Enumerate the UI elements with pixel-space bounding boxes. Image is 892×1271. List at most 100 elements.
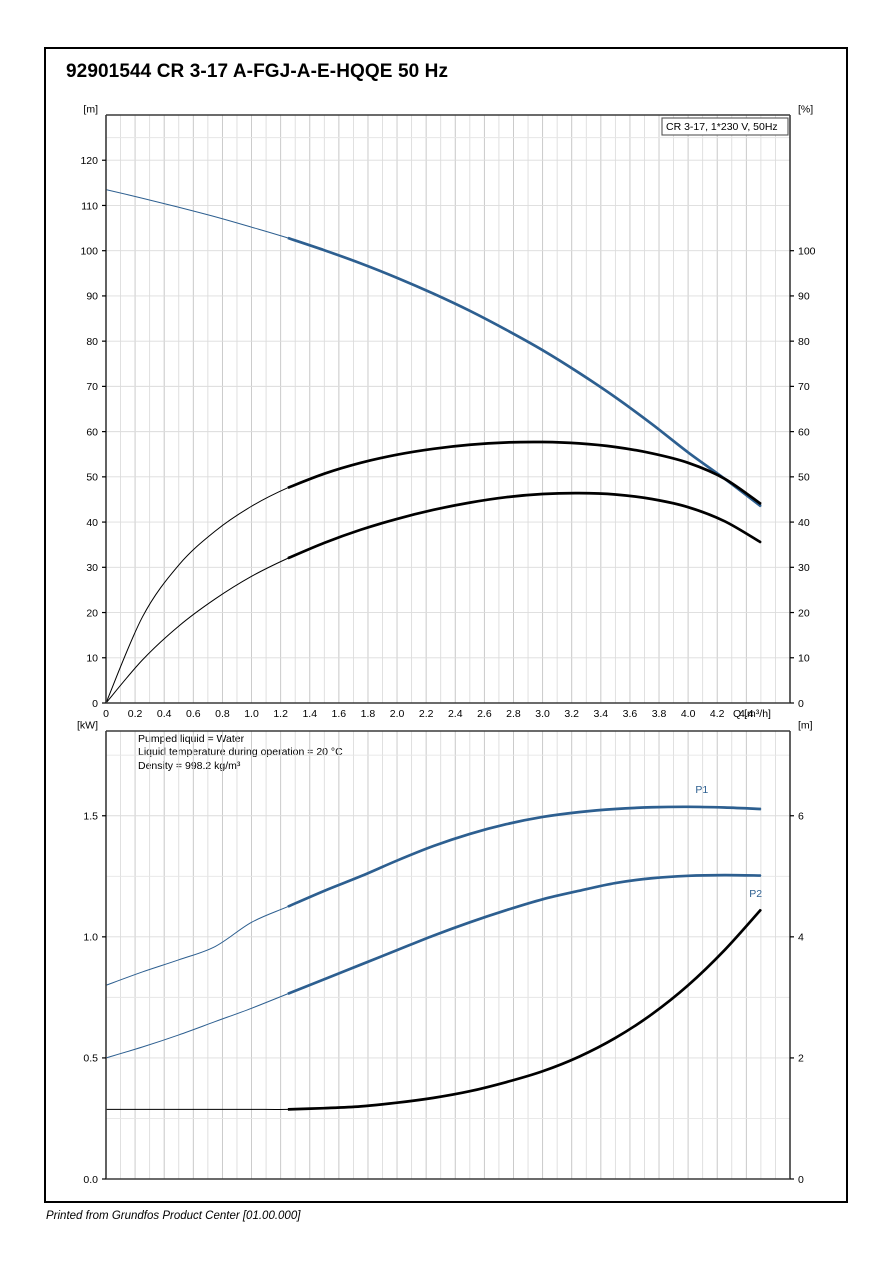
y2-tick-label: 50 [798, 472, 810, 484]
y-tick-label: 40 [86, 517, 98, 529]
y2-axis-title: NPSH [798, 717, 827, 720]
y-tick-label: 1.5 [83, 811, 98, 823]
curve-P1-thin [105, 806, 762, 986]
y2-tick-label: 30 [798, 562, 810, 574]
curve-annotations: P1 P2 [695, 784, 762, 900]
x-tick-label: 2.4 [448, 708, 463, 720]
curve-P1-duty [287, 805, 761, 908]
y2-tick-label: 90 [798, 291, 810, 303]
x-tick-label: 0.4 [157, 708, 172, 720]
y-tick-label: 110 [81, 200, 98, 212]
head-efficiency-chart: 0 10 20 30 40 50 60 70 80 90 100 110 120 0 10 20 30 40 50 6… [46, 101, 850, 731]
x-tick-label: 3.4 [594, 708, 609, 720]
y2-tick-label: 2 [798, 1053, 804, 1065]
tick-labels: 0 10 20 30 40 50 60 70 80 90 100 110 120 0 10 20 30 40 50 6… [80, 155, 815, 720]
curve-P2-duty [287, 873, 761, 996]
y2-axis-unit: [m] [798, 720, 813, 732]
x-tick-label: 2.6 [477, 708, 492, 720]
y2-tick-label: 70 [798, 381, 810, 393]
y2-axis-unit: [%] [798, 104, 813, 116]
axis-titles: P[kW] NPSH[m] [77, 717, 827, 732]
y2-tick-label: 4 [798, 932, 804, 944]
y-tick-label: 100 [80, 245, 98, 257]
gridlines [105, 115, 791, 704]
y-axis-unit: [kW] [77, 720, 98, 732]
y-tick-label: 60 [86, 426, 98, 438]
curve-eta-pump-motor-thin [105, 492, 762, 704]
x-tick-label: 1.2 [273, 708, 288, 720]
y2-tick-label: 100 [798, 245, 816, 257]
y2-tick-label: 10 [798, 653, 810, 665]
datasheet-frame: 92901544 CR 3-17 A-FGJ-A-E-HQQE 50 Hz 0 1… [44, 47, 848, 1203]
x-tick-label: 2.8 [506, 708, 521, 720]
axes [105, 114, 791, 704]
y2-axis-title: eta [798, 101, 813, 104]
y-tick-label: 20 [86, 607, 98, 619]
x-tick-label: 0.8 [215, 708, 230, 720]
x-tick-label: 4.0 [681, 708, 696, 720]
curve-eta-pump-thin [105, 441, 762, 704]
y-tick-label: 120 [80, 155, 98, 167]
liquid-line-3: Density = 998.2 kg/m³ [138, 759, 241, 772]
y2-tick-label: 80 [798, 336, 810, 348]
curve-label-P2: P2 [749, 888, 762, 900]
x-tick-label: 4.4 [739, 708, 754, 720]
y-tick-label: 0.0 [83, 1174, 98, 1186]
legend-label: CR 3-17, 1*230 V, 50Hz [666, 121, 778, 133]
y-tick-label: 70 [86, 381, 98, 393]
y-tick-label: 80 [86, 336, 98, 348]
y-tick-label: 0.5 [83, 1053, 98, 1065]
x-tick-label: 0.2 [128, 708, 143, 720]
x-tick-label: 2.0 [390, 708, 405, 720]
x-tick-label: 0 [103, 708, 109, 720]
y2-tick-label: 0 [798, 698, 804, 710]
y-axis-title: P [91, 717, 98, 720]
curve-label-P1: P1 [695, 784, 708, 796]
axis-titles: H[m] eta[%] Q [m³/h] [83, 101, 813, 720]
curve-NPSH-thin [105, 909, 762, 1110]
x-tick-label: 4.2 [710, 708, 725, 720]
y-tick-label: 30 [86, 562, 98, 574]
x-tick-label: 1.6 [332, 708, 347, 720]
power-npsh-svg: 0.0 0.5 1.0 1.5 0 2 4 6 P[kW] NPSH[m] P1 P2 [77, 717, 827, 1186]
tick-labels: 0.0 0.5 1.0 1.5 0 2 4 6 [83, 811, 804, 1186]
curves [105, 189, 762, 704]
x-tick-label: 3.8 [652, 708, 667, 720]
x-tick-label: 2.2 [419, 708, 434, 720]
legend-box: CR 3-17, 1*230 V, 50Hz [661, 117, 789, 136]
y-tick-label: 90 [86, 291, 98, 303]
y2-tick-label: 20 [798, 607, 810, 619]
x-tick-label: 3.2 [564, 708, 579, 720]
x-tick-label: 0.6 [186, 708, 201, 720]
y2-tick-label: 0 [798, 1174, 804, 1186]
gridlines [105, 731, 791, 1180]
head-efficiency-svg: 0 10 20 30 40 50 60 70 80 90 100 110 120 0 10 20 30 40 50 6… [80, 101, 815, 720]
x-tick-label: 3.6 [623, 708, 638, 720]
curve-P2-thin [105, 874, 762, 1059]
curves [105, 805, 762, 1111]
x-axis-title: Q [m³/h] [733, 708, 771, 720]
y-tick-label: 10 [86, 653, 98, 665]
x-tick-label: 1.8 [361, 708, 376, 720]
y2-tick-label: 60 [798, 426, 810, 438]
axes [105, 730, 791, 1180]
x-tick-label: 1.4 [302, 708, 317, 720]
y-axis-unit: [m] [83, 104, 98, 116]
curve-eta-pump-duty [287, 440, 762, 506]
x-tick-label: 3.0 [535, 708, 550, 720]
y-tick-label: 0 [92, 698, 98, 710]
y-axis-title: H [90, 101, 98, 104]
page-title: 92901544 CR 3-17 A-FGJ-A-E-HQQE 50 Hz [66, 61, 449, 82]
x-tick-label: 1.0 [244, 708, 259, 720]
curve-H-duty [287, 236, 762, 508]
y2-tick-label: 6 [798, 811, 804, 823]
y-tick-label: 1.0 [83, 932, 98, 944]
curve-eta-pump-motor-duty [287, 491, 762, 560]
y-tick-label: 50 [86, 472, 98, 484]
curve-NPSH-duty [287, 908, 762, 1111]
y2-tick-label: 40 [798, 517, 810, 529]
power-npsh-chart: 0.0 0.5 1.0 1.5 0 2 4 6 P[kW] NPSH[m] P1 P2 [46, 717, 850, 1203]
footer-note: Printed from Grundfos Product Center [01… [46, 1210, 301, 1222]
curve-H-thin [105, 189, 762, 507]
